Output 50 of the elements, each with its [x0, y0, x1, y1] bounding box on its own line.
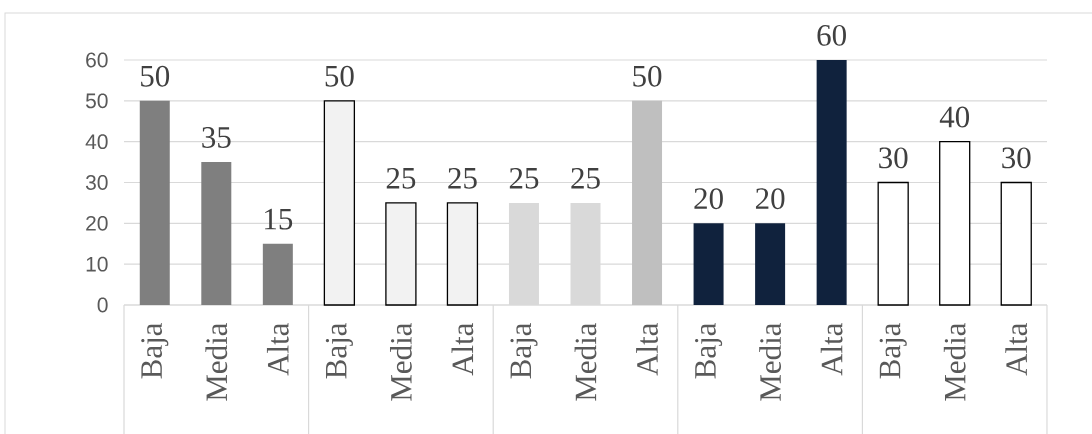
x-tick-label: Baja — [695, 322, 723, 379]
y-tick-label: 60 — [86, 52, 108, 68]
x-tick-label: Baja — [510, 322, 538, 379]
bar — [693, 223, 724, 305]
data-label: 50 — [325, 65, 354, 87]
data-label: 50 — [141, 65, 170, 87]
bar — [939, 141, 971, 306]
x-tick-label: Alta — [1005, 322, 1028, 376]
data-label: 25 — [386, 167, 416, 189]
data-label: 50 — [633, 65, 662, 87]
x-tick-label: Media — [205, 322, 228, 401]
x-tick-label: Baja — [879, 322, 907, 379]
data-label: 60 — [817, 24, 846, 46]
bar — [385, 202, 417, 306]
y-tick-label: 20 — [86, 215, 108, 231]
data-label: 25 — [509, 167, 539, 189]
x-tick-label: Media — [389, 322, 412, 401]
data-label: 30 — [1002, 147, 1031, 169]
bar — [139, 100, 170, 305]
y-tick-label: 30 — [85, 175, 108, 190]
x-tick-label: Alta — [266, 322, 289, 376]
x-tick-label: Media — [943, 322, 966, 401]
data-label: 30 — [879, 147, 908, 169]
data-label: 20 — [694, 188, 723, 210]
bar — [755, 223, 786, 305]
x-tick-label: Media — [574, 322, 597, 401]
y-tick-label: 0 — [97, 297, 108, 313]
y-tick-label: 40 — [85, 134, 108, 150]
x-tick-label: Baja — [325, 322, 353, 379]
x-tick-label: Baja — [141, 322, 169, 379]
data-label: 20 — [755, 188, 785, 210]
bar — [201, 162, 232, 305]
bar — [262, 243, 293, 305]
data-label: 40 — [939, 106, 970, 128]
bar — [446, 202, 479, 306]
x-tick-label: Alta — [451, 322, 474, 376]
data-label: 25 — [571, 167, 600, 189]
data-label: 25 — [448, 167, 477, 189]
data-label: 35 — [202, 127, 231, 148]
bar — [323, 100, 356, 306]
data-label: 15 — [265, 208, 293, 230]
y-tick-label: 10 — [86, 256, 108, 272]
x-tick-label: Media — [759, 322, 782, 401]
bar — [1000, 181, 1032, 306]
y-tick-label: 50 — [85, 93, 108, 109]
bar — [816, 60, 847, 305]
bar — [877, 181, 909, 306]
x-tick-label: Alta — [820, 322, 843, 376]
x-tick-label: Alta — [636, 322, 658, 376]
bar — [632, 100, 663, 305]
